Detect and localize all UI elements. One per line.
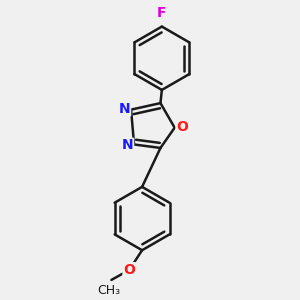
Text: O: O (176, 120, 188, 134)
Text: F: F (157, 6, 167, 20)
Text: O: O (123, 263, 135, 277)
Text: N: N (119, 102, 130, 116)
Text: N: N (122, 139, 134, 152)
Text: CH₃: CH₃ (97, 284, 120, 297)
